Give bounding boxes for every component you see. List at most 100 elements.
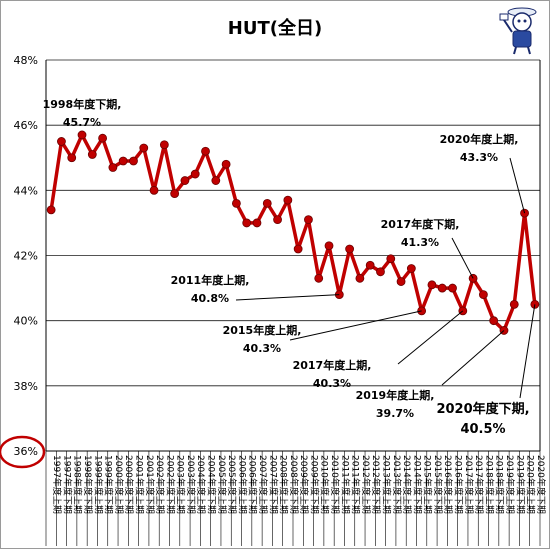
- gridlines: [46, 59, 540, 452]
- data-point: [273, 215, 282, 225]
- annotation-leader: [289, 310, 422, 341]
- annotation-value: 40.3%: [313, 377, 351, 390]
- data-point: [57, 137, 66, 146]
- data-point: [314, 273, 324, 283]
- x-tick-label: 2010年度上期: [319, 455, 331, 514]
- x-tick-label: 2007年度下期: [267, 455, 279, 514]
- x-tick-label: 2015年度上期: [422, 455, 434, 514]
- data-point: [252, 218, 262, 228]
- annotation-leader: [397, 310, 464, 365]
- data-point: [437, 283, 447, 293]
- data-point: [406, 264, 416, 273]
- data-point: [345, 244, 355, 254]
- x-tick-label: 2018年度上期: [483, 455, 495, 514]
- annotation-value: 45.7%: [63, 116, 101, 129]
- x-tick-label: 2020年度下期: [535, 455, 547, 514]
- data-point: [98, 133, 108, 143]
- x-tick-label: 1997年度上期: [51, 455, 63, 514]
- annotation-leader: [519, 304, 536, 399]
- x-tick-label: 2012年度上期: [360, 455, 372, 514]
- data-point: [149, 185, 159, 195]
- axes: [45, 60, 541, 546]
- data-point: [231, 198, 241, 208]
- data-point: [365, 260, 375, 270]
- x-tick-label: 2011年度上期: [339, 455, 351, 514]
- data-point: [190, 169, 200, 179]
- x-tick-label: 2002年度上期: [154, 455, 166, 514]
- y-tick-label: 48%: [14, 54, 38, 67]
- x-tick-label: 2002年度下期: [164, 455, 176, 514]
- annotation-value: 40.3%: [243, 342, 281, 355]
- x-tick-label: 2000年度上期: [113, 455, 125, 514]
- y-tick-label: 44%: [14, 184, 38, 197]
- x-tick-label: 1999年度上期: [92, 455, 104, 514]
- data-point: [170, 189, 180, 198]
- data-point: [108, 163, 118, 172]
- annotation-value: 41.3%: [401, 236, 439, 249]
- data-point: [478, 290, 488, 300]
- data-point: [283, 195, 293, 205]
- data-point: [396, 277, 406, 286]
- data-point: [118, 156, 128, 166]
- data-point: [376, 267, 385, 277]
- annotations: 1998年度下期, 45.7% 2011年度上期, 40.8% 2015年度上期, 40.…: [43, 97, 536, 437]
- x-tick-label: 2005年度下期: [226, 455, 238, 514]
- y-tick-label: 42%: [14, 250, 38, 263]
- x-tick-label: 2016年度上期: [442, 455, 454, 514]
- annotation-label: 2011年度上期,: [171, 273, 250, 287]
- x-tick-label: 2017年度下期: [473, 455, 485, 514]
- mascot-figure-icon: [499, 7, 537, 55]
- x-tick-label: 2003年度上期: [175, 455, 187, 514]
- data-point: [448, 283, 457, 293]
- data-point: [139, 143, 149, 153]
- x-tick-labels: 1997年度上期 1997年度下期 1998年度上期 1998年度下期 1999年度上期…: [51, 455, 547, 514]
- x-tick-label: 2014年度上期: [401, 455, 413, 514]
- x-tick-label: 2004年度上期: [195, 455, 207, 514]
- y-tick-label: 40%: [14, 315, 38, 328]
- data-point: [87, 150, 97, 159]
- data-point: [304, 215, 313, 225]
- annotation-leader: [235, 294, 340, 301]
- data-point: [129, 156, 138, 166]
- data-point: [201, 146, 210, 156]
- data-point: [242, 218, 252, 228]
- highlight-circle: [0, 435, 46, 469]
- x-tick-label: 2019年度下期: [514, 455, 526, 514]
- x-tick-label: 2019年度上期: [504, 455, 516, 514]
- annotation-label: 2015年度上期,: [223, 323, 302, 337]
- annotation-label: 1998年度下期,: [43, 97, 122, 111]
- x-tick-label: 2009年度下期: [308, 455, 320, 514]
- data-point: [324, 241, 334, 251]
- x-tick-label: 2014年度下期: [411, 455, 423, 514]
- y-tick-label: 36%: [14, 445, 38, 458]
- x-tick-label: 2017年度上期: [463, 455, 475, 514]
- x-tick-label: 2005年度上期: [216, 455, 228, 514]
- data-point: [355, 273, 365, 283]
- x-tick-label: 2015年度下期: [432, 455, 444, 514]
- x-tick-label: 2007年度上期: [257, 455, 269, 514]
- x-tick-label: 2008年度下期: [288, 455, 300, 514]
- data-point: [77, 130, 87, 140]
- data-point: [211, 176, 221, 185]
- data-point: [159, 140, 169, 150]
- x-tick-label: 2016年度下期: [453, 455, 465, 514]
- data-point: [427, 280, 437, 290]
- x-tick-label: 2012年度下期: [370, 455, 382, 514]
- annotation-leader: [509, 157, 526, 214]
- data-point: [489, 316, 499, 326]
- x-tick-label: 2009年度上期: [298, 455, 310, 514]
- y-tick-labels: 36% 38% 40% 42% 44% 46% 48%: [0, 54, 46, 469]
- x-tick-label: 2020年度上期: [525, 455, 537, 514]
- annotation-value: 39.7%: [376, 407, 414, 420]
- data-point: [46, 205, 56, 215]
- x-tick-label: 2008年度上期: [278, 455, 290, 514]
- annotation-value: 40.5%: [460, 422, 505, 437]
- y-tick-label: 46%: [14, 119, 38, 132]
- x-tick-label: 2010年度下期: [329, 455, 341, 514]
- x-tick-label: 2003年度下期: [185, 455, 197, 514]
- annotation-label: 2017年度下期,: [381, 217, 460, 231]
- annotation-label: 2017年度上期,: [293, 358, 372, 372]
- annotation-label: 2019年度上期,: [356, 388, 435, 402]
